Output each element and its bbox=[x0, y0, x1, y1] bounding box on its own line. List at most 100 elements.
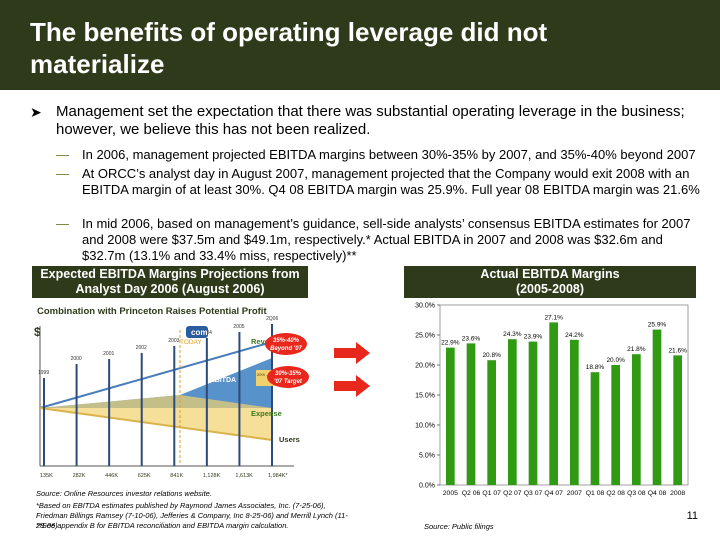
source-right: Source: Public filings bbox=[424, 522, 494, 531]
data-label: 24.3% bbox=[503, 331, 522, 338]
dollar-sign: $ bbox=[34, 325, 41, 339]
data-label: 22.9% bbox=[441, 340, 460, 347]
year-label: 2001 bbox=[103, 351, 114, 357]
callout-target-line1: 30%-35% bbox=[275, 371, 302, 377]
year-label: 2000 bbox=[71, 356, 82, 362]
y-tick-label: 30.0% bbox=[415, 303, 435, 310]
callout-07-target bbox=[267, 366, 309, 388]
data-label: 20.0% bbox=[606, 357, 625, 364]
year-label: 2005 bbox=[233, 324, 244, 330]
page-number: 11 bbox=[686, 510, 698, 522]
left-panel-header: Expected EBITDA Margins Projections from… bbox=[32, 266, 308, 298]
ebitda-wedge bbox=[40, 358, 272, 408]
title-bar: The benefits of operating leverage did n… bbox=[0, 0, 720, 90]
x-tick-label: 2007 bbox=[567, 490, 582, 497]
x-tick-label: Q2 07 bbox=[503, 490, 522, 497]
dash-bullet-icon: — bbox=[56, 216, 69, 231]
expense-area bbox=[40, 395, 272, 440]
callout-beyond-line2: Beyond '07 bbox=[270, 346, 302, 352]
y-tick-label: 10.0% bbox=[415, 423, 435, 430]
bar bbox=[611, 365, 621, 485]
left-header-line2: Analyst Day 2006 (August 2006) bbox=[75, 282, 265, 296]
sub-bullet: — In 2006, management projected EBITDA m… bbox=[56, 147, 706, 163]
main-bullet: ➤ Management set the expectation that th… bbox=[30, 103, 700, 139]
right-header-line2: (2005-2008) bbox=[515, 282, 585, 296]
x-tick-label: 2008 bbox=[670, 490, 685, 497]
brand-logo bbox=[186, 326, 208, 338]
operating-leverage-diagram: Combination with Princeton Raises Potent… bbox=[34, 306, 309, 479]
y-tick-label: 0.0% bbox=[419, 483, 435, 490]
user-tick-labels: 135K 282K 446K 625K 841K 1,128K 1,613K 1,984K* bbox=[40, 473, 288, 479]
year-bars: 19992000200120022003200420052Q06 bbox=[38, 316, 278, 466]
data-label: 21.8% bbox=[627, 346, 646, 353]
right-panel-header: Actual EBITDA Margins (2005-2008) bbox=[404, 266, 696, 298]
data-label: 25.9% bbox=[648, 322, 667, 329]
user-tick-label: 1,128K bbox=[203, 473, 221, 479]
user-tick-label: 446K bbox=[105, 473, 118, 479]
data-label: 23.6% bbox=[462, 335, 481, 342]
data-label: 20.8% bbox=[482, 352, 501, 359]
bar bbox=[673, 355, 683, 485]
data-label: 18.8% bbox=[586, 364, 605, 371]
year-label: 1999 bbox=[38, 370, 49, 376]
sub-bullet-text: In 2006, management projected EBITDA mar… bbox=[82, 147, 696, 162]
ebitda-margin-bar-chart: 0.0%5.0%10.0%15.0%20.0%25.0%30.0% 22.9%2… bbox=[415, 303, 689, 497]
bar bbox=[631, 354, 641, 485]
data-label: 23.9% bbox=[524, 334, 543, 341]
user-tick-label: 1,613K bbox=[235, 473, 253, 479]
main-bullet-text: Management set the expectation that ther… bbox=[56, 103, 685, 138]
page-title: The benefits of operating leverage did n… bbox=[30, 17, 548, 79]
x-tick-label: Q2 06 bbox=[462, 490, 481, 497]
year-label: 2002 bbox=[136, 345, 147, 351]
x-tick-label: Q1 07 bbox=[482, 490, 501, 497]
y-tick-label: 20.0% bbox=[415, 363, 435, 370]
year-label: 2Q06 bbox=[266, 316, 278, 322]
red-arrow-bottom-icon bbox=[334, 375, 370, 397]
user-tick-label: 1,984K* bbox=[268, 473, 288, 479]
source-left: Source: Online Resources investor relati… bbox=[36, 489, 212, 498]
bar bbox=[549, 322, 559, 485]
bar bbox=[507, 339, 517, 485]
dash-bullet-icon: — bbox=[56, 147, 69, 162]
sub-bullet: — At ORCC’s analyst day in August 2007, … bbox=[56, 166, 706, 198]
bar bbox=[487, 360, 497, 485]
x-tick-label: 2005 bbox=[443, 490, 458, 497]
sub-bullet-text: In mid 2006, based on management’s guida… bbox=[82, 216, 691, 263]
data-label: 24.2% bbox=[565, 332, 584, 339]
revenue-line bbox=[39, 341, 273, 409]
users-label: Users bbox=[279, 435, 300, 444]
callout-target-line2: '07 Target bbox=[274, 379, 303, 385]
brand-logo-text: com bbox=[191, 328, 207, 337]
footnote-estimates: *Based on EBITDA estimates published by … bbox=[36, 501, 348, 530]
y-tick-label: 5.0% bbox=[419, 453, 435, 460]
y-tick-label: 25.0% bbox=[415, 333, 435, 340]
expense-label: Expense bbox=[251, 409, 282, 418]
bar bbox=[590, 372, 600, 485]
plot-area bbox=[439, 304, 689, 486]
ebitda-label: EBITDA bbox=[210, 377, 236, 384]
callout-beyond-07 bbox=[265, 333, 307, 355]
user-tick-label: 282K bbox=[73, 473, 86, 479]
diagram-title: Combination with Princeton Raises Potent… bbox=[37, 306, 267, 317]
right-header-line1: Actual EBITDA Margins bbox=[480, 267, 620, 281]
red-arrow-top-icon bbox=[334, 342, 370, 364]
left-header-line1: Expected EBITDA Margins Projections from bbox=[40, 267, 300, 281]
x-tick-label: Q3 08 bbox=[627, 490, 646, 497]
arrow-bullet-icon: ➤ bbox=[30, 104, 42, 120]
x-tick-label: Q2 08 bbox=[606, 490, 625, 497]
bar bbox=[569, 339, 579, 485]
sub-bullet: — In mid 2006, based on management’s gui… bbox=[56, 216, 706, 264]
expense-line bbox=[39, 407, 273, 441]
data-label: 21.6% bbox=[668, 347, 687, 354]
callout-beyond-line1: 35%-40% bbox=[273, 338, 300, 344]
sub-bullet-text: At ORCC’s analyst day in August 2007, ma… bbox=[82, 166, 700, 197]
x-tick-label: Q4 07 bbox=[544, 490, 563, 497]
year-label: 2003 bbox=[168, 338, 179, 344]
x-tick-label: Q3 07 bbox=[524, 490, 543, 497]
x-tick-label: Q1 08 bbox=[586, 490, 605, 497]
bar bbox=[445, 347, 455, 485]
x-tick-label: Q4 08 bbox=[648, 490, 667, 497]
today-label: TODAY bbox=[180, 339, 202, 346]
dash-bullet-icon: — bbox=[56, 166, 69, 181]
y-tick-label: 15.0% bbox=[415, 393, 435, 400]
